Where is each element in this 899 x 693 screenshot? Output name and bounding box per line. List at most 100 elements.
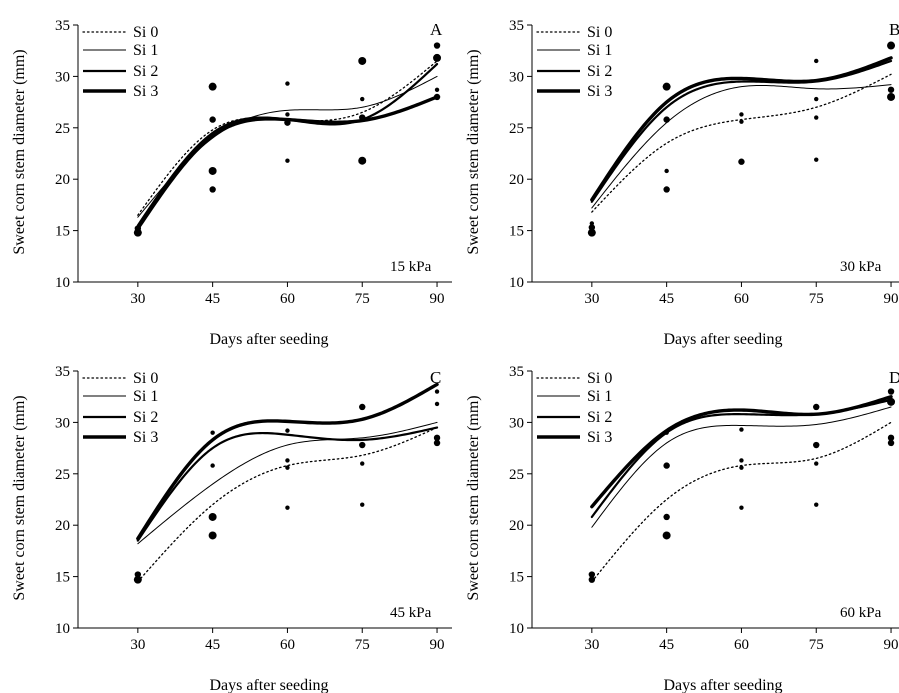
legend-label-si3: Si 3 <box>133 83 158 100</box>
x-tick-label: 90 <box>430 291 445 307</box>
legend-label-si1: Si 1 <box>133 42 158 59</box>
data-point <box>739 119 744 124</box>
series-line-si0 <box>591 73 892 213</box>
y-tick-label: 10 <box>509 275 524 291</box>
panel-b-y-axis-label: Sweet corn stem diameter (mm) <box>465 49 482 254</box>
legend-label-si0: Si 0 <box>133 24 158 41</box>
y-tick-label: 25 <box>509 121 524 137</box>
panel-d-y-axis-label: Sweet corn stem diameter (mm) <box>465 395 482 600</box>
panel-a-legend: Si 0 Si 1 Si 2 Si 3 <box>82 24 158 100</box>
data-point <box>285 158 290 163</box>
data-point <box>285 505 290 510</box>
y-tick-label: 10 <box>55 621 70 637</box>
data-point <box>814 115 819 120</box>
data-point <box>739 112 744 117</box>
legend-label-si1: Si 1 <box>133 388 158 405</box>
data-point <box>589 221 595 226</box>
data-point <box>814 58 819 64</box>
y-tick-label: 35 <box>55 18 70 34</box>
y-tick-label: 15 <box>55 570 70 586</box>
x-tick-label: 60 <box>734 291 749 307</box>
legend-label-si0: Si 0 <box>587 370 612 387</box>
data-point <box>739 465 744 470</box>
panel-c-y-axis-label: Sweet corn stem diameter (mm) <box>11 395 28 600</box>
y-tick-label: 20 <box>55 518 70 534</box>
panel-a: 10 15 20 25 30 35 30 45 60 75 90 A 15 kPa Days aft… <box>11 18 452 348</box>
y-tick-label: 20 <box>509 172 524 188</box>
x-tick-label: 60 <box>280 291 295 307</box>
data-point <box>208 166 217 175</box>
series-line-si1 <box>591 406 892 528</box>
x-tick-label: 30 <box>130 291 145 307</box>
data-point <box>814 461 819 466</box>
data-point <box>814 96 819 102</box>
data-point <box>285 112 290 117</box>
panel-a-y-axis-label: Sweet corn stem diameter (mm) <box>11 49 28 254</box>
x-tick-label: 60 <box>280 637 295 653</box>
data-point <box>588 576 596 583</box>
data-point <box>739 505 744 510</box>
legend-label-si3: Si 3 <box>587 429 612 446</box>
x-tick-label: 45 <box>205 637 220 653</box>
x-tick-label: 75 <box>809 637 824 653</box>
data-point <box>662 82 671 91</box>
x-tick-label: 45 <box>659 637 674 653</box>
legend-label-si1: Si 1 <box>587 42 612 59</box>
x-tick-label: 45 <box>205 291 220 307</box>
panel-a-plot: 10 15 20 25 30 35 30 45 60 75 90 <box>55 18 452 307</box>
y-tick-label: 30 <box>55 415 70 431</box>
legend-label-si2: Si 2 <box>587 409 612 426</box>
legend-label-si1: Si 1 <box>587 388 612 405</box>
panel-c: 10 15 20 25 30 35 30 45 60 75 90 C 45 kPa Days aft… <box>11 364 452 693</box>
data-point <box>434 87 440 92</box>
series-line-si0 <box>137 426 438 583</box>
y-tick-label: 25 <box>55 121 70 137</box>
panel-d-legend: Si 0 Si 1 Si 2 Si 3 <box>536 370 612 446</box>
panel-a-letter: A <box>430 20 443 39</box>
data-point <box>587 228 596 237</box>
legend-label-si0: Si 0 <box>587 24 612 41</box>
data-point <box>738 158 745 165</box>
data-point <box>433 42 441 49</box>
legend-label-si0: Si 0 <box>133 370 158 387</box>
data-point <box>285 458 290 463</box>
data-point <box>887 92 896 101</box>
data-point <box>434 389 440 394</box>
data-point <box>210 430 215 435</box>
data-point <box>433 434 441 442</box>
y-tick-label: 30 <box>509 415 524 431</box>
y-tick-label: 10 <box>509 621 524 637</box>
y-tick-label: 35 <box>509 18 524 34</box>
data-point <box>434 401 440 407</box>
data-point <box>588 224 596 231</box>
data-point <box>663 186 670 193</box>
data-point <box>208 512 217 521</box>
panel-c-pressure-label: 45 kPa <box>390 605 432 621</box>
y-tick-label: 30 <box>509 69 524 85</box>
y-tick-label: 20 <box>55 172 70 188</box>
series-line-si2 <box>136 426 439 542</box>
data-point <box>360 96 365 102</box>
y-tick-label: 35 <box>509 364 524 380</box>
panel-d-x-axis-label: Days after seeding <box>663 677 782 693</box>
data-point <box>358 56 367 65</box>
legend-label-si3: Si 3 <box>133 429 158 446</box>
series-line-si0 <box>137 60 438 216</box>
data-point <box>663 116 670 123</box>
data-point <box>814 157 819 162</box>
series-line-si3 <box>590 56 893 202</box>
panel-d-letter: D <box>889 368 899 387</box>
x-tick-label: 75 <box>355 291 370 307</box>
x-tick-label: 30 <box>130 637 145 653</box>
x-tick-label: 90 <box>884 637 899 653</box>
panel-d: 10 15 20 25 30 35 30 45 60 75 90 D 60 kPa Days aft… <box>465 364 899 693</box>
legend-label-si2: Si 2 <box>133 63 158 80</box>
data-point <box>209 186 216 193</box>
x-tick-label: 30 <box>584 637 599 653</box>
data-point <box>887 41 896 50</box>
data-point <box>133 575 142 584</box>
y-tick-label: 10 <box>55 275 70 291</box>
panel-a-x-axis-label: Days after seeding <box>209 331 328 348</box>
panel-d-plot: 10 15 20 25 30 35 30 45 60 75 90 <box>509 364 899 653</box>
